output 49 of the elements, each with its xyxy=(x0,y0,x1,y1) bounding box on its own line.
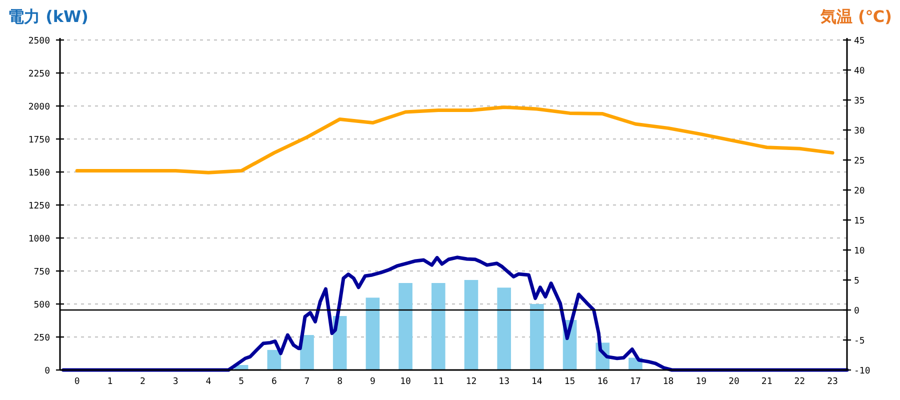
y-tick-label: 1500 xyxy=(28,168,50,178)
y2-tick-label: 30 xyxy=(854,126,865,136)
y2-tick-label: 5 xyxy=(854,276,860,286)
y2-tick-label: -10 xyxy=(854,366,870,376)
x-tick-label: 5 xyxy=(238,377,244,387)
x-tick-label: 8 xyxy=(337,377,343,387)
x-tick-label: 6 xyxy=(271,377,277,387)
x-tick-label: 21 xyxy=(761,377,772,387)
y-tick-label: 1000 xyxy=(28,234,50,244)
y2-tick-label: 35 xyxy=(854,96,865,106)
y2-tick-label: 10 xyxy=(854,246,865,256)
x-tick-label: 19 xyxy=(696,377,707,387)
y2-tick-label: 15 xyxy=(854,216,865,226)
y-tick-label: 1750 xyxy=(28,136,50,146)
y-tick-label: 1250 xyxy=(28,202,50,212)
x-tick-label: 23 xyxy=(827,377,838,387)
x-tick-label: 1 xyxy=(107,377,113,387)
y2-tick-label: 25 xyxy=(854,156,865,166)
y-tick-label: 500 xyxy=(34,300,50,310)
y-tick-label: 250 xyxy=(34,334,50,344)
x-tick-label: 0 xyxy=(74,377,80,387)
x-tick-label: 11 xyxy=(432,377,444,387)
y-tick-label: 2500 xyxy=(28,36,50,46)
x-tick-label: 15 xyxy=(564,377,576,387)
y2-axis-title: 気温 (℃) xyxy=(819,7,892,26)
x-tick-label: 16 xyxy=(597,377,608,387)
x-tick-label: 7 xyxy=(304,377,310,387)
x-tick-label: 2 xyxy=(140,377,146,387)
x-tick-label: 12 xyxy=(466,377,477,387)
x-tick-label: 22 xyxy=(794,377,806,387)
y-axis-title: 電力 (kW) xyxy=(8,7,88,26)
x-tick-label: 4 xyxy=(206,377,212,387)
y2-tick-label: 0 xyxy=(854,306,860,316)
y-tick-label: 750 xyxy=(34,268,50,278)
x-tick-label: 10 xyxy=(400,377,411,387)
y2-tick-label: 45 xyxy=(854,36,865,46)
x-tick-label: 18 xyxy=(662,377,674,387)
y-tick-label: 2000 xyxy=(28,102,50,112)
y-tick-label: 0 xyxy=(44,366,50,376)
y2-tick-label: -5 xyxy=(854,336,865,346)
x-tick-label: 9 xyxy=(370,377,376,387)
x-tick-label: 17 xyxy=(630,377,641,387)
x-tick-label: 14 xyxy=(532,377,542,387)
x-tick-label: 20 xyxy=(728,377,740,387)
y2-tick-label: 20 xyxy=(854,186,865,196)
y2-tick-label: 40 xyxy=(854,66,865,76)
x-tick-label: 13 xyxy=(498,377,510,387)
x-tick-label: 3 xyxy=(172,377,178,387)
y-tick-label: 2250 xyxy=(28,70,50,80)
